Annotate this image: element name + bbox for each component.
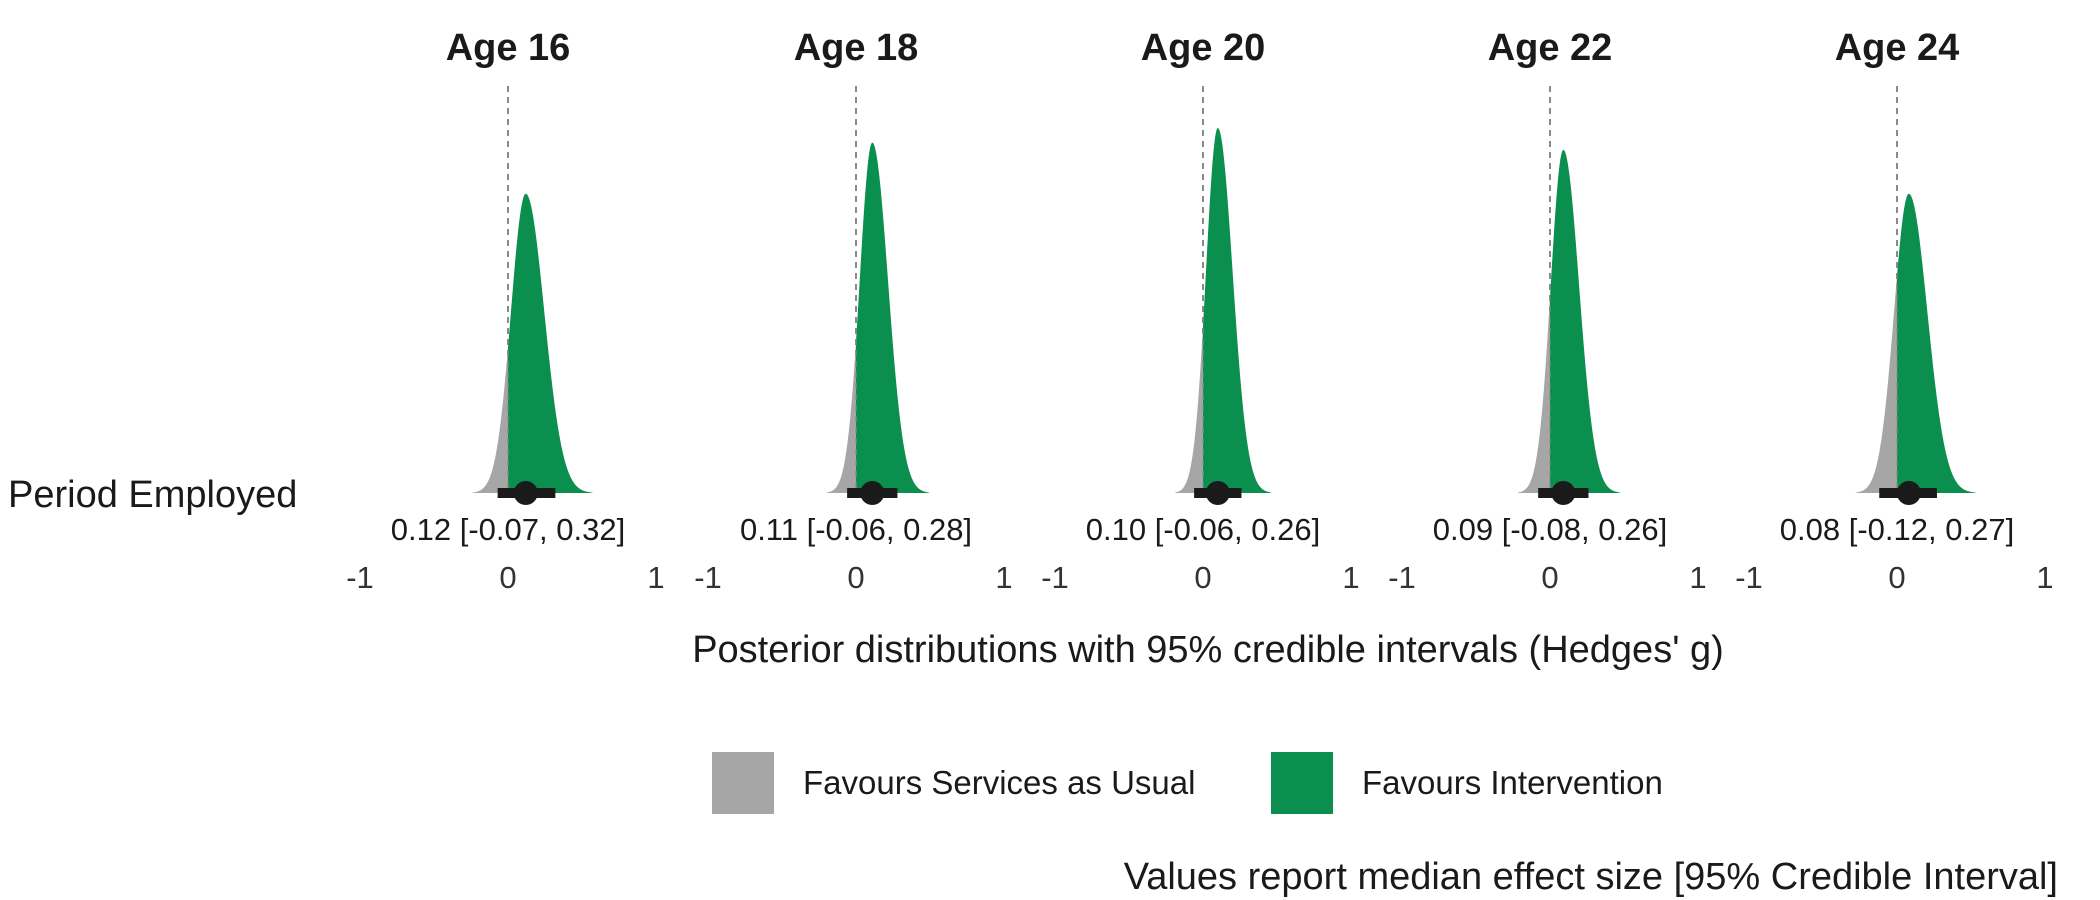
value-label: 0.12 [-0.07, 0.32] [391, 512, 625, 547]
legend: Favours Services as Usual Favours Interv… [712, 752, 1663, 814]
x-tick-label: -1 [346, 560, 374, 595]
median-point [860, 481, 885, 505]
x-tick-label: 1 [995, 560, 1012, 595]
panel-title: Age 24 [1835, 27, 1960, 69]
density-negative [826, 341, 856, 493]
panel-2: Age 18 0.11 [-0.06, 0.28] -1 0 1 [694, 27, 1012, 595]
x-tick-label: -1 [1041, 560, 1069, 595]
x-tick-label: 0 [1888, 560, 1905, 595]
legend-swatch-services-as-usual [712, 752, 774, 814]
value-label: 0.10 [-0.06, 0.26] [1086, 512, 1320, 547]
value-label: 0.09 [-0.08, 0.26] [1433, 512, 1667, 547]
x-tick-label: 1 [2036, 560, 2053, 595]
density-positive [508, 193, 593, 493]
density-negative [1518, 297, 1550, 493]
panel-5: Age 24 0.08 [-0.12, 0.27] -1 0 1 [1735, 27, 2053, 595]
x-tick-label: 1 [1689, 560, 1706, 595]
panel-title: Age 20 [1141, 27, 1266, 69]
median-point [513, 481, 538, 505]
density-negative [472, 347, 508, 493]
x-tick-label: 1 [1342, 560, 1359, 595]
panel-4: Age 22 0.09 [-0.08, 0.26] -1 0 1 [1388, 27, 1706, 595]
panel-1: Age 16 0.12 [-0.07, 0.32] -1 0 1 [346, 27, 664, 595]
x-axis-title: Posterior distributions with 95% credibl… [692, 629, 1724, 671]
x-tick-label: 0 [1194, 560, 1211, 595]
density-negative [1855, 275, 1897, 493]
median-point [1551, 481, 1576, 505]
x-tick-label: 0 [847, 560, 864, 595]
panel-3: Age 20 0.10 [-0.06, 0.26] -1 0 1 [1041, 27, 1359, 595]
panel-title: Age 16 [446, 27, 571, 69]
x-tick-label: 0 [499, 560, 516, 595]
x-tick-label: -1 [1735, 560, 1763, 595]
density-positive [856, 142, 929, 493]
density-positive [1897, 193, 1976, 493]
value-label: 0.08 [-0.12, 0.27] [1780, 512, 2014, 547]
x-tick-label: -1 [1388, 560, 1416, 595]
density-negative [1175, 325, 1203, 493]
legend-label-intervention: Favours Intervention [1362, 764, 1663, 801]
x-tick-label: -1 [694, 560, 722, 595]
x-tick-label: 1 [647, 560, 664, 595]
x-tick-label: 0 [1541, 560, 1558, 595]
panel-title: Age 18 [794, 27, 919, 69]
panel-title: Age 22 [1488, 27, 1613, 69]
panels-group: Age 16 0.12 [-0.07, 0.32] -1 0 1 Age 18 0.11 [… [346, 27, 2053, 595]
median-point [1896, 481, 1921, 505]
caption: Values report median effect size [95% Cr… [1124, 856, 2058, 898]
row-label: Period Employed [8, 474, 297, 516]
density-positive [1550, 149, 1620, 493]
density-positive [1203, 128, 1272, 493]
median-point [1205, 481, 1230, 505]
legend-label-services-as-usual: Favours Services as Usual [803, 764, 1195, 801]
value-label: 0.11 [-0.06, 0.28] [740, 512, 972, 547]
legend-swatch-intervention [1271, 752, 1333, 814]
